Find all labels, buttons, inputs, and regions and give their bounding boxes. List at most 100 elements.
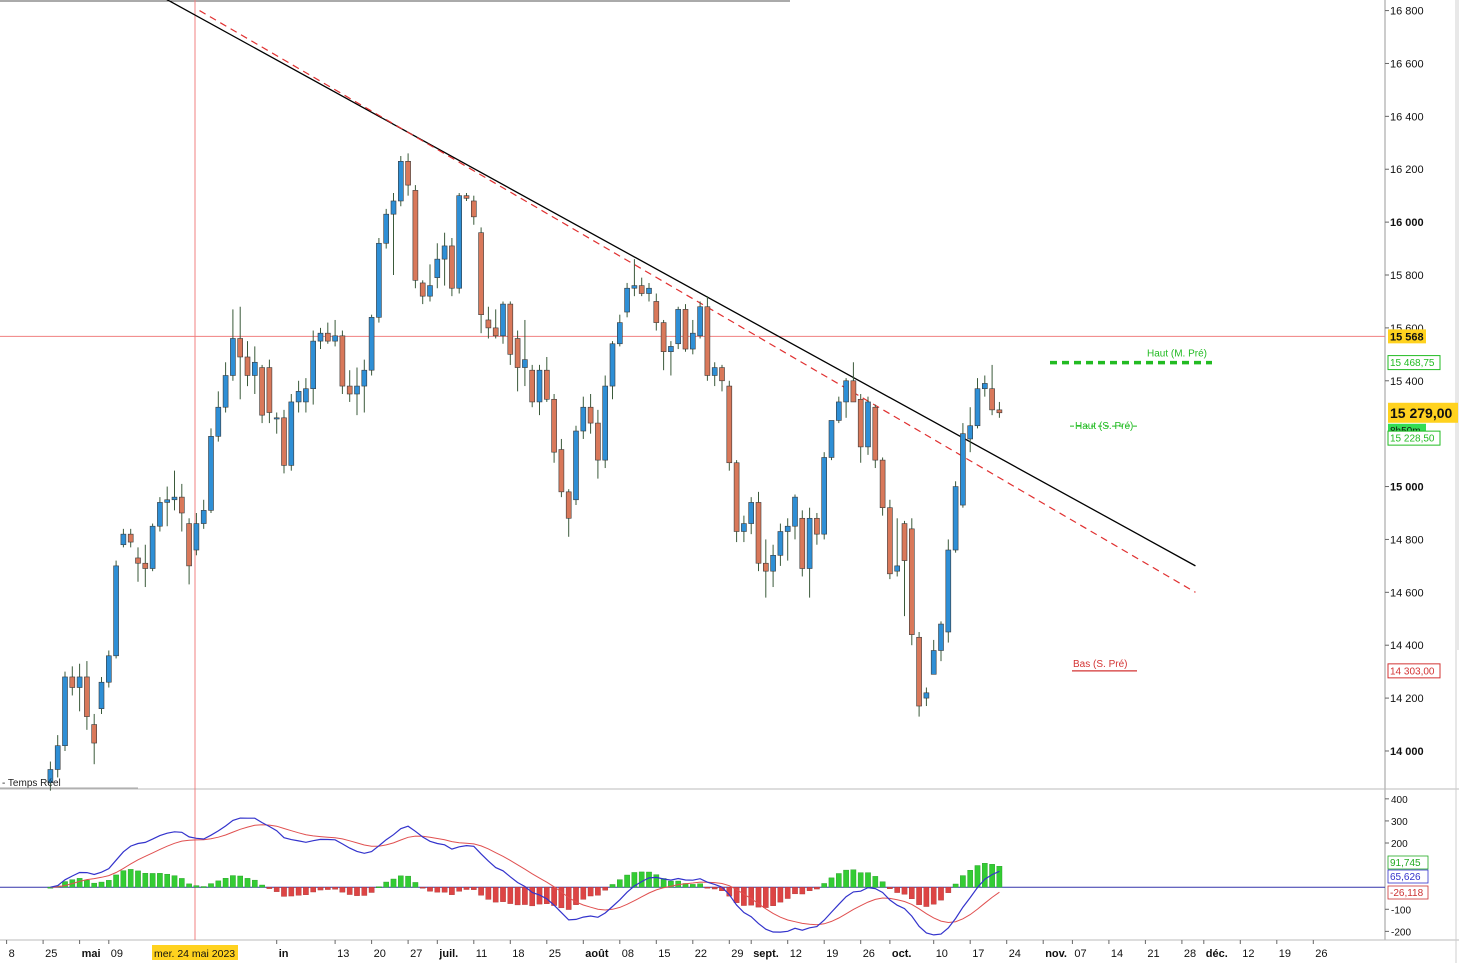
time-tick-label: 15 [658, 948, 670, 960]
candle [616, 314, 623, 347]
macd-line-value: 65,626 [1390, 872, 1421, 883]
candle-body-down [186, 523, 192, 567]
macd-histogram-bar-down [332, 886, 338, 890]
candle [879, 457, 886, 516]
time-tick-label: nov. [1045, 948, 1067, 960]
macd-histogram-bar-up [98, 881, 105, 888]
candle-body-down [879, 459, 886, 509]
candle [675, 306, 682, 350]
candle-body-down [551, 398, 557, 453]
current-price-tag-label: 15 279,00 [1390, 405, 1452, 421]
macd-histogram-bar-up [237, 875, 244, 888]
macd-histogram-bar-up [697, 883, 703, 888]
macd-histogram-bar-up [836, 873, 842, 888]
macd-line [50, 817, 1000, 936]
macd-histogram-bar-up [850, 869, 857, 888]
candle-body-up [47, 769, 54, 784]
price-tick-label: 14 400 [1390, 640, 1424, 652]
candle [930, 639, 937, 675]
macd-histogram-bar-down [295, 886, 302, 896]
candle-body-down [733, 462, 740, 532]
candle [492, 309, 499, 339]
candle [952, 481, 959, 553]
macd-tick-label: 400 [1391, 795, 1408, 806]
candle [222, 362, 229, 413]
macd-tick-label: 200 [1391, 839, 1408, 850]
candle-body-down [908, 528, 915, 635]
level-name-haut-mois: Haut (M. Pré) [1147, 349, 1207, 360]
candle [127, 528, 134, 548]
candle [324, 322, 331, 344]
haut-semaine-tag-label: 15 228,50 [1390, 434, 1435, 445]
macd-histogram-bar-down [288, 886, 295, 897]
macd-histogram-bar-down [777, 886, 784, 903]
candle-body-up [865, 401, 871, 448]
candle [835, 396, 842, 424]
candle-body-down [755, 502, 762, 564]
macd-histogram-bar-up [186, 883, 192, 888]
time-tick-label: sept. [753, 948, 779, 960]
candle-body-up [303, 388, 309, 403]
candle [981, 375, 988, 397]
macd-signal-line [50, 824, 1000, 926]
candle-body-down [565, 491, 572, 519]
candle-body-up [500, 303, 506, 337]
macd-histogram-bar-up [171, 875, 178, 888]
candle [76, 663, 83, 712]
time-tick-label: août [585, 948, 609, 960]
candle [960, 423, 966, 508]
macd-histogram-bar-down [909, 886, 915, 900]
candle [91, 713, 97, 765]
macd-histogram-bar-down [514, 886, 521, 906]
candle [689, 319, 696, 355]
time-tick-label: in [279, 948, 289, 960]
macd-histogram-bar-down [325, 886, 331, 890]
candle [507, 301, 514, 365]
candle [602, 375, 609, 469]
candle-body-up [98, 681, 105, 709]
macd-histogram-bar-down [901, 886, 908, 895]
candle-body-up [288, 401, 295, 466]
candle [244, 341, 251, 387]
candle-body-down [996, 409, 1003, 414]
candle [653, 293, 660, 331]
candle-body-down [660, 322, 667, 352]
macd-histogram-bar-up [952, 883, 959, 888]
candle [777, 523, 784, 566]
candle-body-down [449, 245, 455, 289]
time-tick-label: 19 [826, 948, 838, 960]
time-tick-label: 29 [731, 948, 743, 960]
candle [865, 396, 871, 455]
macd-histogram-bar-up [996, 866, 1003, 888]
candle-body-up [770, 555, 776, 572]
macd-histogram-bar-down [595, 886, 601, 896]
macd-histogram-bar-up [405, 875, 411, 888]
macd-histogram-bar-up [215, 880, 222, 888]
candle-body-up [741, 523, 747, 532]
macd-histogram-bar-up [222, 878, 229, 888]
time-tick-label: 26 [863, 948, 875, 960]
candle [558, 438, 565, 498]
candle [799, 510, 806, 577]
candle [668, 341, 674, 376]
macd-histogram-bar-down [755, 886, 762, 908]
macd-histogram-bar-up [113, 874, 119, 888]
current-price-tag-box [1388, 402, 1458, 423]
candle-body-up [390, 200, 397, 215]
candle-body-down [339, 335, 346, 387]
candle [711, 362, 718, 387]
candle-body-up [748, 502, 755, 524]
candle-body-down [726, 385, 733, 464]
time-tick-label: 08 [622, 948, 634, 960]
candle [624, 282, 630, 318]
candle-body-up [354, 385, 360, 395]
time-tick-label: 10 [936, 948, 948, 960]
macd-histogram-bar-down [434, 886, 441, 893]
candle-body-up [113, 565, 119, 657]
candle [405, 153, 411, 196]
candle [726, 380, 733, 471]
candle [770, 544, 776, 588]
candle-body-up [821, 457, 828, 535]
macd-histogram-bar-down [704, 886, 711, 889]
